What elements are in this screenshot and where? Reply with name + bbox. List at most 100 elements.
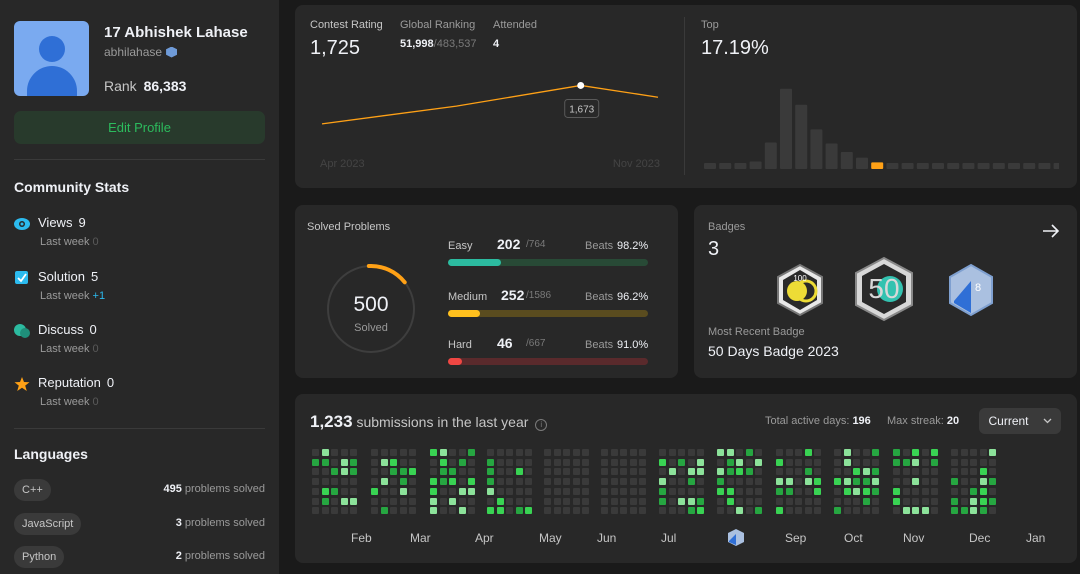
- heatmap-cell[interactable]: [755, 497, 762, 505]
- heatmap-cell[interactable]: [601, 478, 608, 486]
- heatmap-cell[interactable]: [862, 468, 870, 476]
- heatmap-cell[interactable]: [755, 507, 762, 515]
- heatmap-cell[interactable]: [726, 458, 734, 466]
- heatmap-cell[interactable]: [687, 478, 695, 486]
- heatmap-cell[interactable]: [449, 478, 456, 486]
- heatmap-cell[interactable]: [553, 468, 561, 476]
- heatmap-cell[interactable]: [390, 458, 397, 466]
- heatmap-cell[interactable]: [776, 497, 783, 505]
- heatmap-cell[interactable]: [893, 487, 900, 495]
- heatmap-cell[interactable]: [931, 497, 938, 505]
- heatmap-cell[interactable]: [515, 478, 523, 486]
- heatmap-cell[interactable]: [785, 497, 793, 505]
- heatmap-cell[interactable]: [544, 487, 551, 495]
- heatmap-cell[interactable]: [843, 487, 851, 495]
- heatmap-cell[interactable]: [776, 468, 783, 476]
- heatmap-cell[interactable]: [399, 497, 407, 505]
- heatmap-cell[interactable]: [776, 507, 783, 515]
- heatmap-cell[interactable]: [745, 449, 753, 456]
- heatmap-cell[interactable]: [582, 458, 589, 466]
- difficulty-row-0[interactable]: Easy 202/764 Beats 98.2%: [448, 235, 648, 266]
- heatmap-cell[interactable]: [468, 458, 475, 466]
- heatmap-cell[interactable]: [726, 478, 734, 486]
- heatmap-cell[interactable]: [872, 468, 879, 476]
- heatmap-cell[interactable]: [785, 449, 793, 456]
- heatmap-cell[interactable]: [321, 468, 329, 476]
- heatmap-cell[interactable]: [804, 449, 812, 456]
- heatmap-cell[interactable]: [970, 507, 977, 515]
- heatmap-cell[interactable]: [409, 468, 416, 476]
- language-chip[interactable]: C++: [14, 479, 51, 501]
- heatmap-cell[interactable]: [960, 449, 968, 456]
- heatmap-cell[interactable]: [639, 497, 646, 505]
- heatmap-cell[interactable]: [931, 507, 938, 515]
- heatmap-cell[interactable]: [804, 468, 812, 476]
- heatmap-cell[interactable]: [629, 507, 637, 515]
- heatmap-cell[interactable]: [668, 507, 676, 515]
- heatmap-cell[interactable]: [380, 449, 388, 456]
- heatmap-cell[interactable]: [921, 487, 929, 495]
- heatmap-cell[interactable]: [553, 507, 561, 515]
- heatmap-cell[interactable]: [951, 458, 958, 466]
- heatmap-cell[interactable]: [785, 468, 793, 476]
- heatmap-cell[interactable]: [458, 478, 466, 486]
- heatmap-cell[interactable]: [912, 507, 919, 515]
- heatmap-cell[interactable]: [745, 478, 753, 486]
- heatmap-cell[interactable]: [979, 497, 987, 505]
- heatmap-cell[interactable]: [902, 449, 910, 456]
- heatmap-cell[interactable]: [659, 468, 666, 476]
- info-icon[interactable]: i: [535, 419, 548, 431]
- heatmap-cell[interactable]: [678, 468, 685, 476]
- heatmap-cell[interactable]: [979, 478, 987, 486]
- heatmap-cell[interactable]: [350, 478, 357, 486]
- heatmap-cell[interactable]: [726, 487, 734, 495]
- heatmap-cell[interactable]: [853, 458, 860, 466]
- heatmap-cell[interactable]: [795, 449, 802, 456]
- heatmap-cell[interactable]: [678, 507, 685, 515]
- heatmap-cell[interactable]: [312, 497, 319, 505]
- heatmap-cell[interactable]: [340, 468, 348, 476]
- avatar[interactable]: [14, 21, 89, 96]
- heatmap-cell[interactable]: [668, 458, 676, 466]
- heatmap-cell[interactable]: [458, 507, 466, 515]
- aug-badge-icon[interactable]: [727, 528, 745, 547]
- heatmap-cell[interactable]: [755, 478, 762, 486]
- heatmap-cell[interactable]: [970, 487, 977, 495]
- heatmap-cell[interactable]: [678, 478, 685, 486]
- heatmap-cell[interactable]: [629, 449, 637, 456]
- heatmap-cell[interactable]: [409, 507, 416, 515]
- heatmap-cell[interactable]: [629, 487, 637, 495]
- heatmap-cell[interactable]: [979, 468, 987, 476]
- heatmap-cell[interactable]: [736, 487, 743, 495]
- heatmap-cell[interactable]: [430, 487, 437, 495]
- heatmap-cell[interactable]: [572, 468, 580, 476]
- heatmap-cell[interactable]: [458, 468, 466, 476]
- heatmap-cell[interactable]: [506, 497, 513, 505]
- heatmap-cell[interactable]: [496, 458, 504, 466]
- language-chip[interactable]: JavaScript: [14, 513, 82, 535]
- heatmap-cell[interactable]: [629, 458, 637, 466]
- heatmap-cell[interactable]: [572, 497, 580, 505]
- heatmap-cell[interactable]: [610, 458, 618, 466]
- heatmap-cell[interactable]: [629, 478, 637, 486]
- heatmap-cell[interactable]: [970, 497, 977, 505]
- heatmap-cell[interactable]: [931, 458, 938, 466]
- heatmap-cell[interactable]: [960, 507, 968, 515]
- heatmap-cell[interactable]: [620, 468, 627, 476]
- heatmap-cell[interactable]: [525, 449, 532, 456]
- heatmap-cell[interactable]: [912, 458, 919, 466]
- heatmap-cell[interactable]: [610, 497, 618, 505]
- heatmap-cell[interactable]: [439, 478, 447, 486]
- heatmap-cell[interactable]: [515, 507, 523, 515]
- heatmap-cell[interactable]: [544, 497, 551, 505]
- heatmap-cell[interactable]: [553, 478, 561, 486]
- heatmap-cell[interactable]: [340, 507, 348, 515]
- heatmap-cell[interactable]: [834, 497, 841, 505]
- heatmap-cell[interactable]: [582, 478, 589, 486]
- heatmap-cell[interactable]: [804, 478, 812, 486]
- heatmap-cell[interactable]: [350, 468, 357, 476]
- heatmap-cell[interactable]: [814, 478, 821, 486]
- heatmap-cell[interactable]: [439, 458, 447, 466]
- heatmap-cell[interactable]: [843, 478, 851, 486]
- heatmap-cell[interactable]: [380, 478, 388, 486]
